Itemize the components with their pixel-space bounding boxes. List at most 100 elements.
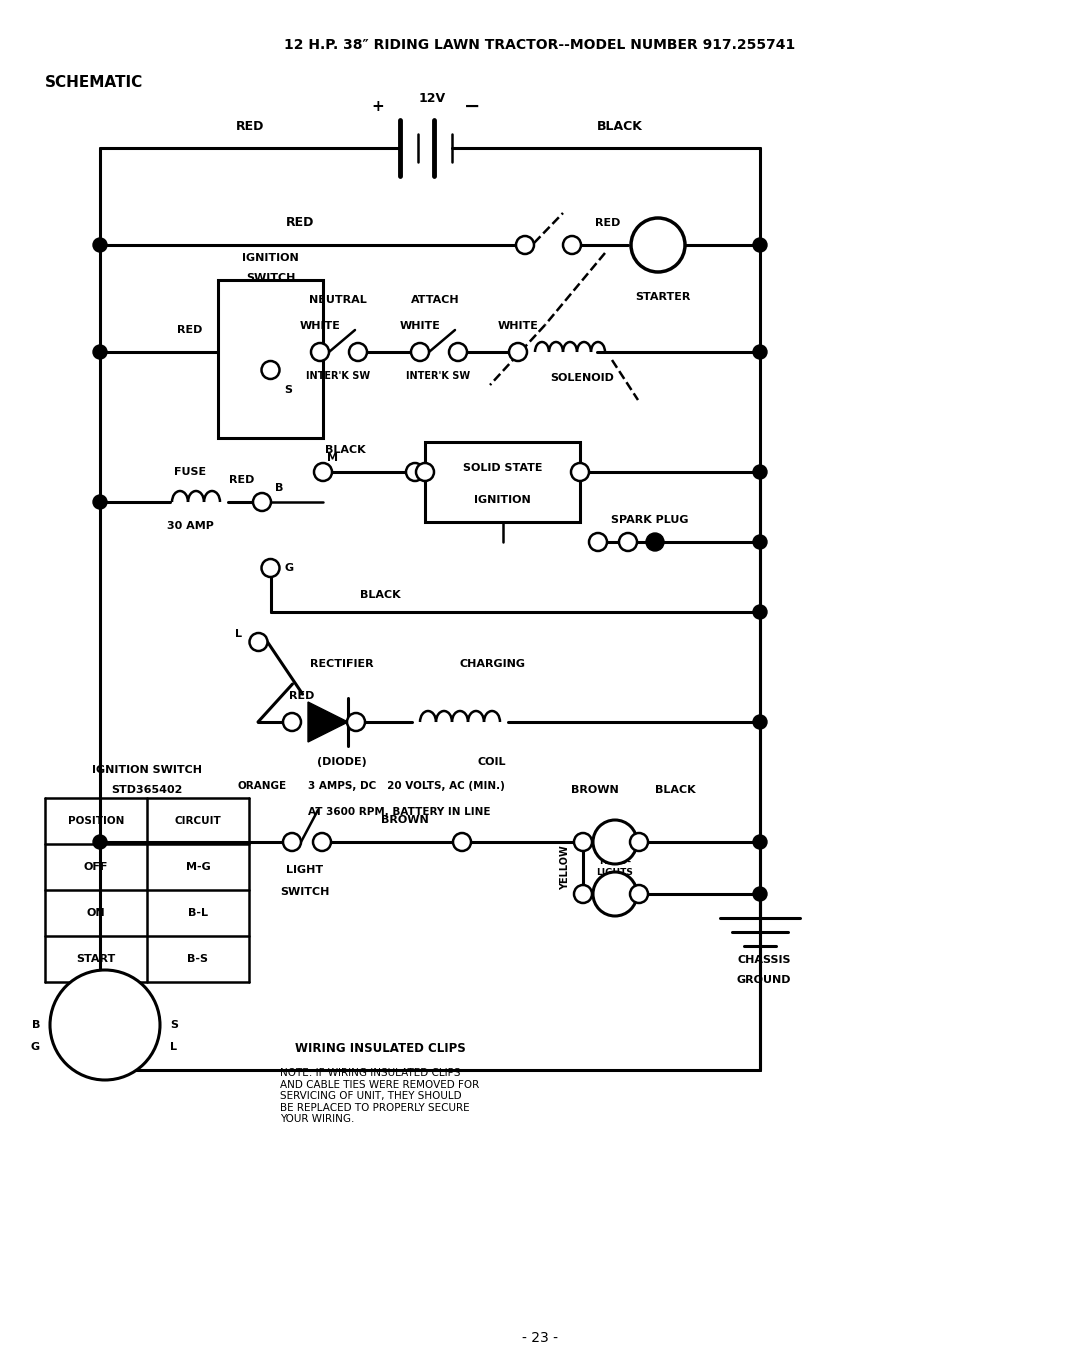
Circle shape [411, 343, 429, 360]
Text: NOTE: IF WIRING INSULATED CLIPS
AND CABLE TIES WERE REMOVED FOR
SERVICING OF UNI: NOTE: IF WIRING INSULATED CLIPS AND CABL… [281, 1068, 480, 1125]
Text: RECTIFIER: RECTIFIER [310, 660, 374, 669]
Circle shape [619, 533, 637, 551]
Circle shape [449, 343, 467, 360]
Circle shape [509, 343, 527, 360]
Text: S: S [653, 238, 662, 252]
Text: ORANGE: ORANGE [238, 781, 287, 792]
Circle shape [589, 533, 607, 551]
Circle shape [593, 872, 637, 917]
Text: WHITE: WHITE [299, 321, 340, 330]
Circle shape [50, 970, 160, 1080]
Text: 30 AMP: 30 AMP [166, 521, 214, 530]
Text: B: B [31, 1020, 40, 1030]
Text: 3 AMPS, DC   20 VOLTS, AC (MIN.): 3 AMPS, DC 20 VOLTS, AC (MIN.) [308, 781, 504, 792]
Circle shape [253, 494, 271, 511]
Circle shape [573, 885, 592, 903]
Text: 12V: 12V [418, 91, 446, 105]
Text: IGNITION: IGNITION [242, 253, 299, 262]
Circle shape [349, 343, 367, 360]
Circle shape [93, 238, 107, 252]
Text: CHARGING: CHARGING [459, 660, 525, 669]
Circle shape [406, 462, 424, 481]
Text: HEAD-
LIGHTS: HEAD- LIGHTS [596, 857, 634, 877]
Text: BLACK: BLACK [360, 590, 401, 600]
Text: SPARK PLUG: SPARK PLUG [611, 515, 689, 525]
Text: IGNITION: IGNITION [474, 495, 531, 505]
Text: AT 3600 RPM, BATTERY IN LINE: AT 3600 RPM, BATTERY IN LINE [308, 806, 490, 817]
Circle shape [314, 462, 332, 481]
Circle shape [646, 533, 664, 551]
Text: RED: RED [595, 218, 621, 228]
Circle shape [93, 495, 107, 509]
Text: RED: RED [177, 325, 203, 335]
Text: +: + [372, 98, 384, 113]
Circle shape [311, 343, 329, 360]
Text: YELLOW: YELLOW [561, 846, 570, 891]
Circle shape [631, 218, 685, 272]
Bar [218, 280, 323, 438]
Text: SWITCH: SWITCH [246, 273, 295, 283]
Text: BROWN: BROWN [381, 815, 429, 826]
Text: L: L [235, 630, 243, 639]
Text: STARTER: STARTER [635, 292, 691, 302]
Text: −: − [463, 97, 481, 116]
Text: STD365402: STD365402 [111, 785, 183, 796]
Circle shape [261, 360, 280, 379]
Text: ON: ON [86, 908, 106, 918]
Text: SWITCH: SWITCH [281, 887, 329, 898]
Circle shape [753, 605, 767, 619]
Text: SOLENOID: SOLENOID [550, 373, 613, 384]
Text: SCHEMATIC: SCHEMATIC [45, 75, 144, 90]
Circle shape [573, 832, 592, 851]
Circle shape [753, 887, 767, 900]
Circle shape [416, 462, 434, 481]
Circle shape [753, 715, 767, 729]
Text: START: START [77, 953, 116, 964]
Text: RED: RED [286, 216, 314, 230]
Circle shape [563, 237, 581, 254]
Circle shape [313, 832, 330, 851]
Text: (DIODE): (DIODE) [318, 758, 367, 767]
Text: BROWN: BROWN [571, 785, 619, 796]
Circle shape [261, 559, 280, 577]
Text: GROUND: GROUND [737, 975, 792, 985]
Circle shape [753, 835, 767, 849]
Text: WHITE: WHITE [498, 321, 539, 330]
Text: CHASSIS: CHASSIS [738, 955, 791, 966]
Text: B-L: B-L [188, 908, 208, 918]
Circle shape [283, 713, 301, 732]
Circle shape [753, 465, 767, 479]
Text: POSITION: POSITION [68, 816, 124, 826]
Bar [426, 442, 580, 522]
Circle shape [93, 835, 107, 849]
Circle shape [283, 832, 301, 851]
Text: B-S: B-S [188, 953, 208, 964]
Text: ATTACH: ATTACH [410, 295, 459, 305]
Text: G: G [31, 1042, 40, 1053]
Text: M: M [99, 1002, 110, 1012]
Circle shape [93, 345, 107, 359]
Polygon shape [308, 702, 348, 743]
Text: - 23 -: - 23 - [522, 1331, 558, 1345]
Text: INTER'K SW: INTER'K SW [306, 371, 370, 381]
Circle shape [593, 820, 637, 864]
Circle shape [630, 832, 648, 851]
Circle shape [753, 238, 767, 252]
Text: G: G [284, 563, 294, 573]
Circle shape [630, 885, 648, 903]
Text: LIGHT: LIGHT [286, 865, 324, 874]
Circle shape [516, 237, 534, 254]
Text: BLACK: BLACK [654, 785, 696, 796]
Text: WIRING INSULATED CLIPS: WIRING INSULATED CLIPS [295, 1042, 465, 1054]
Text: M-G: M-G [186, 862, 211, 872]
Circle shape [249, 632, 268, 651]
Circle shape [347, 713, 365, 732]
Text: 12 H.P. 38″ RIDING LAWN TRACTOR--MODEL NUMBER 917.255741: 12 H.P. 38″ RIDING LAWN TRACTOR--MODEL N… [284, 38, 796, 52]
Text: M: M [327, 453, 338, 462]
Text: NEUTRAL: NEUTRAL [309, 295, 367, 305]
Text: RED: RED [229, 475, 255, 486]
Text: S: S [170, 1020, 178, 1030]
Text: L: L [170, 1042, 177, 1053]
Circle shape [453, 832, 471, 851]
Text: CIRCUIT: CIRCUIT [175, 816, 221, 826]
